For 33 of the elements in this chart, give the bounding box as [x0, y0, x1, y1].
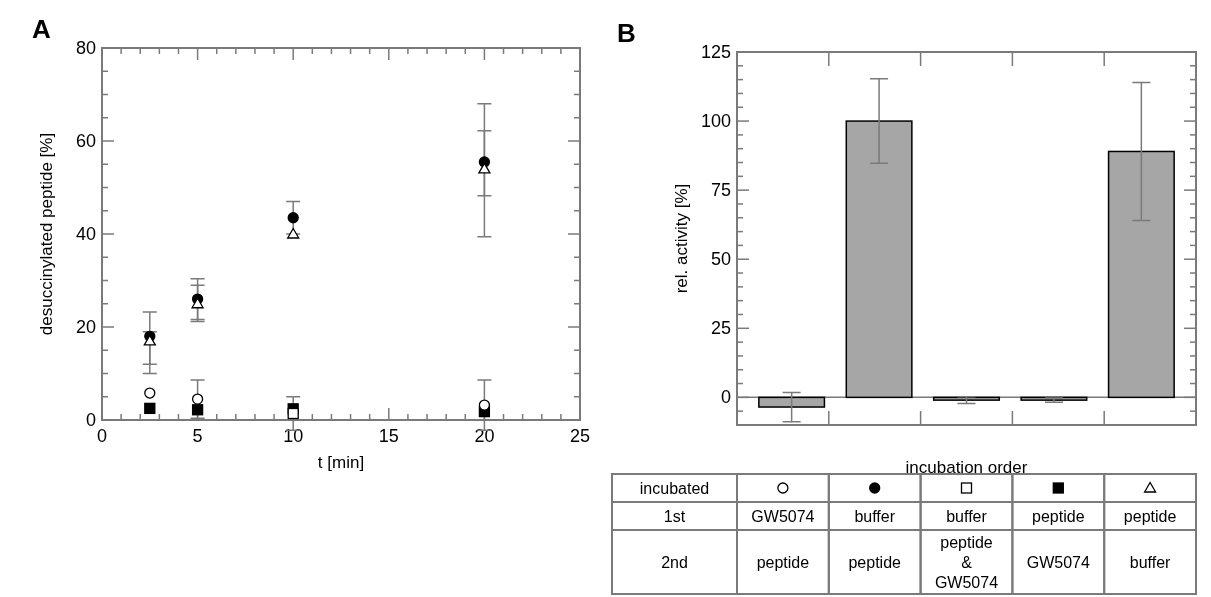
text: 2nd: [661, 553, 688, 571]
text: GW5074: [751, 507, 815, 525]
chart-title: A: [32, 14, 51, 44]
text: peptide & GW5074: [934, 533, 999, 591]
y-tick-label: 40: [75, 224, 96, 244]
y-tick-label: 0: [720, 387, 731, 408]
text: buffer: [1129, 553, 1172, 571]
text: peptide: [848, 553, 902, 571]
text: peptide: [756, 553, 810, 571]
x-tick-label: 5: [192, 426, 203, 446]
text: buffer: [854, 507, 896, 525]
text: 1st: [663, 507, 686, 525]
text: peptide: [1032, 507, 1085, 525]
y-tick-label: 0: [85, 410, 96, 430]
y-tick-label: 20: [75, 317, 96, 337]
x-tick-label: 15: [378, 426, 399, 446]
x-tick-label: 25: [569, 426, 591, 446]
text: buffer: [946, 507, 988, 525]
y-tick-label: 75: [710, 180, 731, 201]
y-tick-label: 50: [710, 249, 731, 270]
x-axis-title: incubation order: [905, 458, 1028, 477]
text: incubated: [639, 479, 710, 497]
text: GW5074: [1026, 553, 1090, 571]
y-axis-title: rel. activity [%]: [672, 183, 691, 294]
text: peptide: [1123, 507, 1177, 525]
y-tick-label: 100: [700, 111, 731, 132]
y-tick-label: 125: [700, 42, 731, 62]
x-axis-title: t [min]: [317, 453, 365, 472]
y-axis-title: desuccinylated peptide [%]: [37, 132, 56, 336]
chart-title: B: [617, 18, 636, 48]
y-tick-label: 80: [75, 38, 96, 58]
y-tick-label: 60: [75, 131, 96, 151]
y-tick-label: 25: [710, 318, 731, 339]
